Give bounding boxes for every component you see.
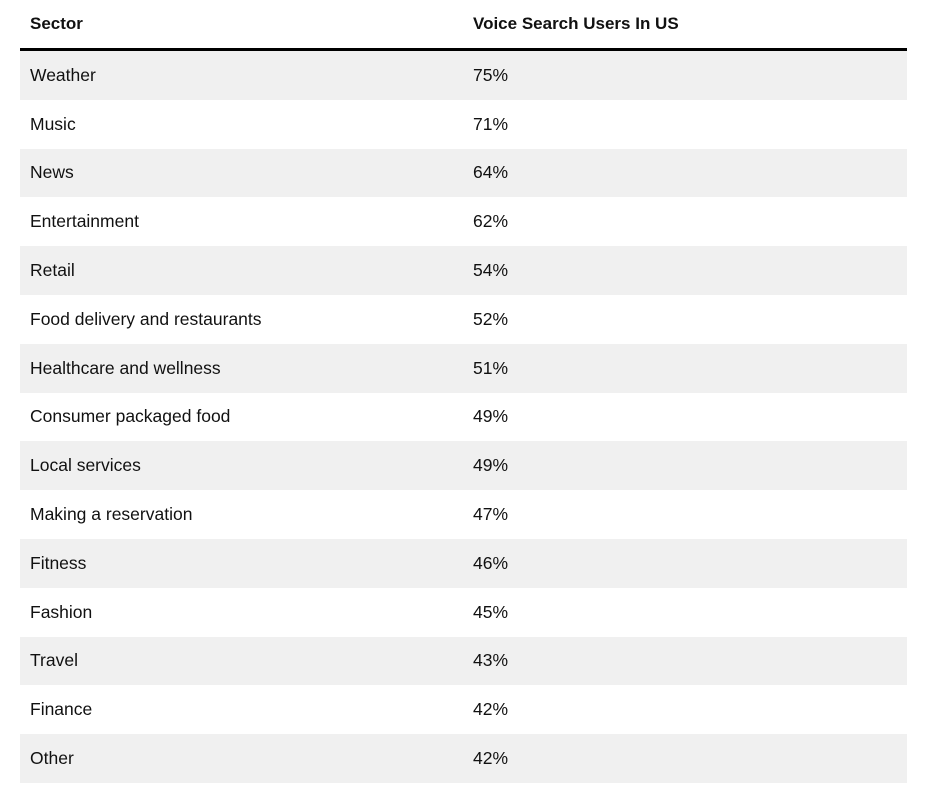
value-cell: 52% bbox=[473, 308, 509, 329]
value-cell: 75% bbox=[463, 49, 907, 100]
value-cell: 46% bbox=[463, 538, 907, 588]
table-row: Finance 42% bbox=[20, 685, 907, 734]
value-cell: 62% bbox=[473, 211, 509, 232]
value-cell: 47% bbox=[473, 504, 509, 525]
header-voice-search-users: Voice Search Users In US bbox=[463, 0, 907, 51]
sector-cell: Food delivery and restaurants bbox=[30, 308, 262, 329]
sector-cell: Consumer packaged food bbox=[30, 406, 231, 427]
table-row: Fitness 46% bbox=[20, 538, 907, 588]
value-cell: 49% bbox=[473, 406, 509, 427]
sector-cell: Local services bbox=[20, 441, 463, 491]
value-cell: 51% bbox=[463, 343, 907, 393]
sector-cell: Retail bbox=[20, 246, 463, 295]
table-row: Making a reservation 47% bbox=[20, 490, 907, 539]
table-row: Other 42% bbox=[20, 734, 907, 783]
table-row: Music 71% bbox=[20, 100, 907, 149]
sector-cell: Healthcare and wellness bbox=[20, 343, 463, 393]
voice-search-table-container: Sector Voice Search Users In US Weather … bbox=[20, 0, 907, 783]
table-header: Sector Voice Search Users In US bbox=[20, 0, 907, 51]
value-cell: 54% bbox=[463, 246, 907, 295]
sector-cell: Entertainment bbox=[30, 211, 139, 232]
table-row: Healthcare and wellness 51% bbox=[20, 343, 907, 393]
header-row: Sector Voice Search Users In US bbox=[20, 0, 907, 51]
table-row: Food delivery and restaurants 52% bbox=[20, 295, 907, 344]
sector-cell: Finance bbox=[30, 699, 93, 720]
value-cell: 45% bbox=[473, 601, 509, 622]
value-cell: 71% bbox=[473, 113, 509, 134]
table-row: Travel 43% bbox=[20, 636, 907, 686]
table-row: Fashion 45% bbox=[20, 588, 907, 637]
table-row: Retail 54% bbox=[20, 246, 907, 295]
sector-cell: Fashion bbox=[30, 601, 93, 622]
sector-cell: Music bbox=[30, 113, 76, 134]
sector-cell: Other bbox=[20, 734, 463, 783]
table-row: Weather 75% bbox=[20, 49, 907, 100]
sector-cell: Travel bbox=[20, 636, 463, 686]
sector-cell: News bbox=[20, 148, 463, 198]
value-cell: 43% bbox=[463, 636, 907, 686]
table-row: Consumer packaged food 49% bbox=[20, 393, 907, 442]
header-sector: Sector bbox=[20, 0, 463, 51]
value-cell: 64% bbox=[463, 148, 907, 198]
value-cell: 49% bbox=[463, 441, 907, 491]
table-row: Local services 49% bbox=[20, 441, 907, 491]
value-cell: 42% bbox=[463, 734, 907, 783]
sector-cell: Weather bbox=[20, 49, 463, 100]
voice-search-table: Sector Voice Search Users In US Weather … bbox=[20, 0, 907, 783]
sector-cell: Making a reservation bbox=[30, 504, 193, 525]
table-body: Weather 75% Music 71% News 64% Entertain… bbox=[20, 49, 907, 783]
table-row: News 64% bbox=[20, 148, 907, 198]
table-row: Entertainment 62% bbox=[20, 197, 907, 246]
sector-cell: Fitness bbox=[20, 538, 463, 588]
value-cell: 42% bbox=[473, 699, 509, 720]
